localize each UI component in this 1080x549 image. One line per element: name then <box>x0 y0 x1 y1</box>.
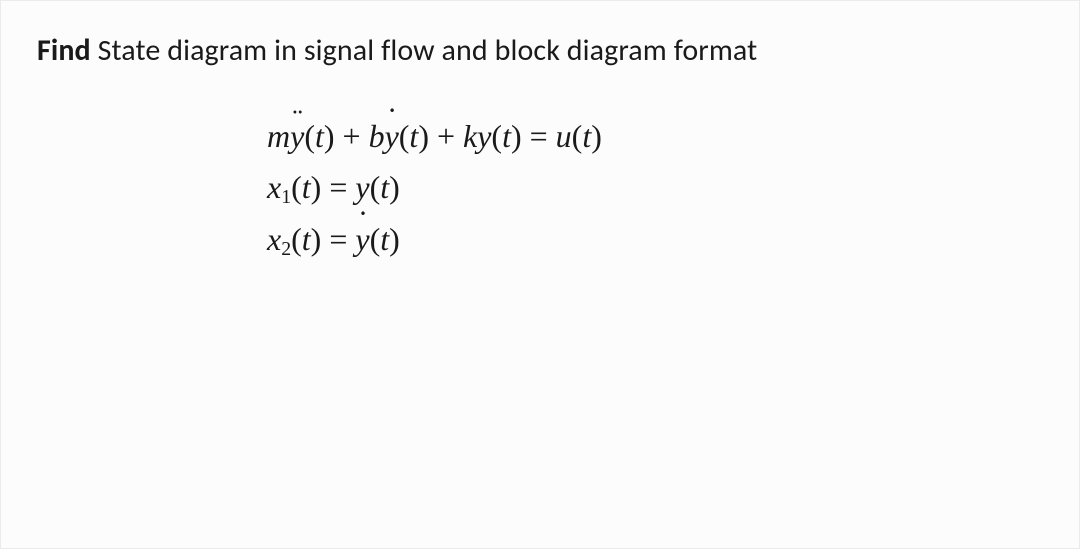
var-t: t <box>302 169 311 205</box>
var-y: y <box>477 118 491 154</box>
paren: ( <box>572 118 583 154</box>
paren: ( <box>399 118 410 154</box>
prompt-bold: Find <box>37 32 91 69</box>
var-t: t <box>380 221 389 257</box>
var-t: t <box>302 221 311 257</box>
equation-main: my(t) + by(t) + ky(t) = u(t) <box>267 111 1043 162</box>
sub-1: 1 <box>281 186 291 208</box>
paren: ) <box>591 118 602 154</box>
paren: ) <box>311 169 322 205</box>
paren: ) <box>389 169 400 205</box>
paren: ( <box>291 221 302 257</box>
paren: ( <box>370 169 381 205</box>
var-x: x <box>267 221 281 257</box>
var-y-dot: y <box>355 221 369 257</box>
sub-2: 2 <box>281 238 291 260</box>
prompt-rest: State diagram in signal flow and block d… <box>91 32 757 69</box>
var-t: t <box>582 118 591 154</box>
var-t: t <box>502 118 511 154</box>
op-eq: = <box>321 221 355 257</box>
var-u: u <box>556 118 572 154</box>
equation-x2: x2(t) = y(t) <box>267 214 1043 266</box>
paren: ( <box>491 118 502 154</box>
paren: ) <box>311 221 322 257</box>
op-plus: + <box>429 118 463 154</box>
var-x: x <box>267 169 281 205</box>
paren: ( <box>370 221 381 257</box>
var-t: t <box>315 118 324 154</box>
paren: ) <box>418 118 429 154</box>
paren: ) <box>389 221 400 257</box>
paren: ( <box>291 169 302 205</box>
equation-x1: x1(t) = y(t) <box>267 162 1043 214</box>
var-t: t <box>380 169 389 205</box>
question-page: Find State diagram in signal flow and bl… <box>0 0 1080 549</box>
op-eq: = <box>522 118 556 154</box>
prompt-line: Find State diagram in signal flow and bl… <box>37 33 1043 69</box>
var-m: m <box>267 118 290 154</box>
var-t: t <box>409 118 418 154</box>
paren: ( <box>304 118 315 154</box>
var-y-dot: y <box>385 118 399 154</box>
var-k: k <box>463 118 477 154</box>
op-eq: = <box>321 169 355 205</box>
paren: ) <box>511 118 522 154</box>
op-plus: + <box>335 118 369 154</box>
paren: ) <box>324 118 335 154</box>
var-b: b <box>369 118 385 154</box>
math-block: my(t) + by(t) + ky(t) = u(t) x1(t) = y(t… <box>267 111 1043 266</box>
var-y-ddot: y <box>290 118 304 154</box>
